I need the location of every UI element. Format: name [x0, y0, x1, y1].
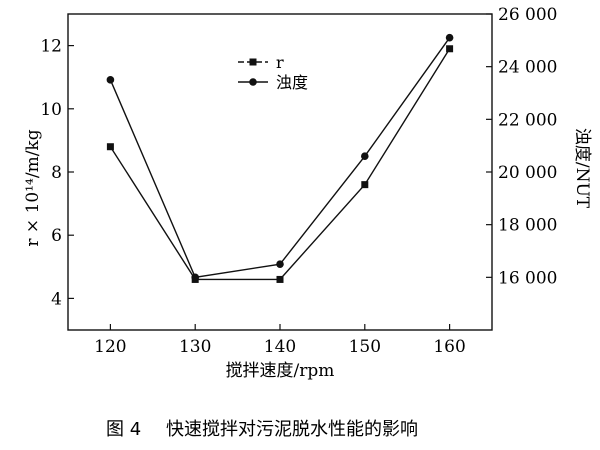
- series: [106, 33, 454, 283]
- figure-caption-title: 快速搅拌对污泥脱水性能的影响: [166, 419, 418, 440]
- y-right-tick-label: 22 000: [498, 110, 557, 130]
- y-right-tick-label: 26 000: [498, 5, 557, 25]
- y-axis-left: 4 6 8 10 12: [40, 37, 74, 309]
- y-right-tick-label: 20 000: [498, 163, 557, 183]
- x-axis: 120 130 140 150 160: [94, 324, 466, 357]
- data-point-turbidity: [276, 260, 284, 268]
- x-tick-label: 160: [433, 337, 465, 357]
- y-left-tick-label: 4: [51, 289, 62, 309]
- x-tick-label: 150: [349, 337, 381, 357]
- legend: r浊度: [238, 53, 308, 92]
- x-tick-label: 140: [264, 337, 296, 357]
- y-axis-right: 16 000 18 000 20 000 22 000 24 000 26 000: [486, 5, 557, 288]
- legend-marker-r: [249, 58, 257, 66]
- legend-label-turbidity: 浊度: [276, 73, 308, 92]
- data-point-r: [446, 45, 454, 53]
- data-point-r: [276, 275, 284, 283]
- y-left-tick-label: 8: [51, 163, 62, 183]
- x-tick-label: 120: [94, 337, 126, 357]
- figure-caption-number: 图 4: [106, 419, 141, 440]
- data-point-r: [361, 181, 369, 189]
- y-axis-right-title: 浊度/NUT: [572, 128, 592, 209]
- y-right-tick-label: 18 000: [498, 216, 557, 236]
- legend-marker-turbidity: [249, 78, 257, 86]
- data-point-turbidity: [191, 273, 199, 282]
- y-left-tick-label: 12: [40, 37, 62, 57]
- y-right-tick-label: 16 000: [498, 268, 557, 288]
- data-point-turbidity: [361, 152, 369, 160]
- data-point-r: [106, 143, 114, 151]
- y-left-tick-label: 10: [40, 100, 62, 120]
- y-left-tick-label: 6: [51, 226, 62, 246]
- y-axis-left-title: r × 10¹⁴/m/kg: [23, 129, 43, 246]
- x-axis-title: 搅拌速度/rpm: [226, 361, 335, 381]
- data-point-turbidity: [106, 76, 115, 84]
- x-tick-label: 130: [179, 337, 211, 357]
- data-point-turbidity: [445, 33, 454, 42]
- legend-label-r: r: [276, 53, 284, 72]
- y-right-tick-label: 24 000: [498, 58, 557, 78]
